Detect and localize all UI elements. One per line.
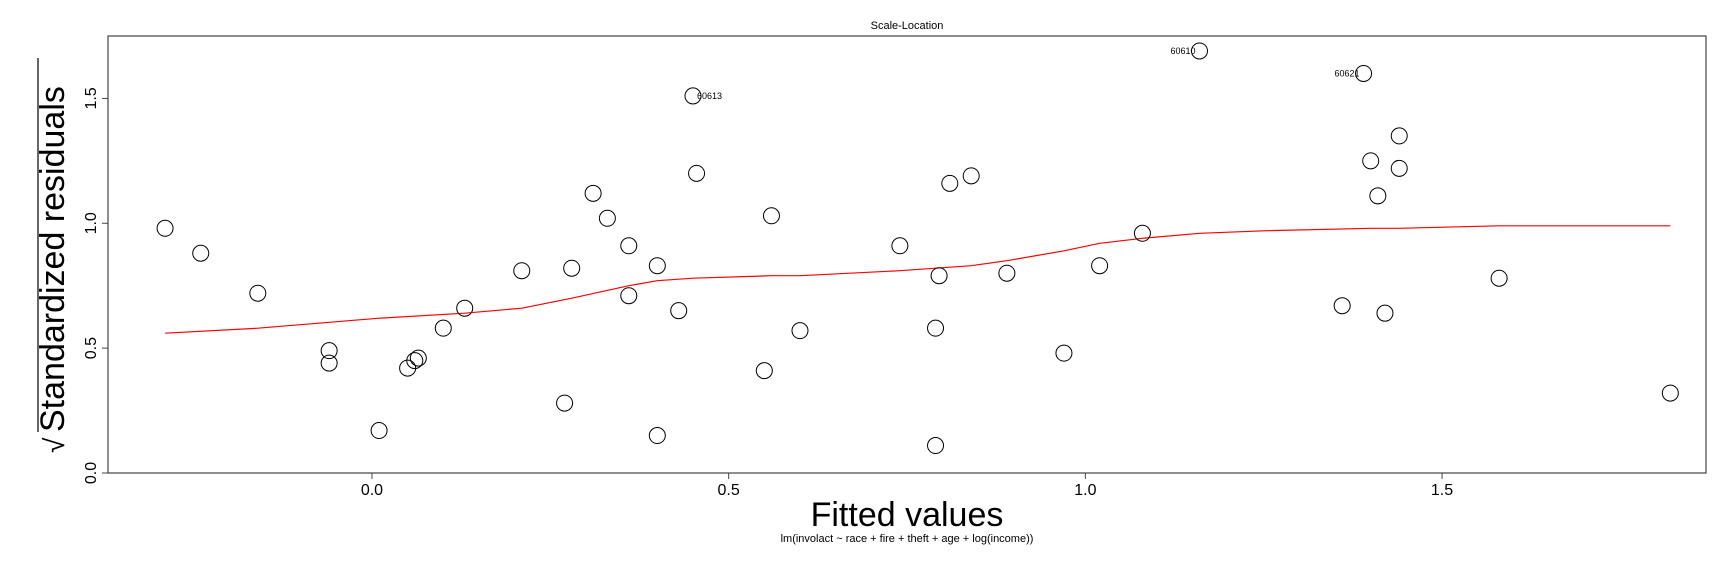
y-tick-label: 1.5 — [83, 87, 100, 109]
plot-frame — [107, 35, 1707, 474]
y-tick-label: 1.0 — [83, 212, 100, 234]
data-point — [688, 164, 706, 182]
data-point — [930, 267, 948, 285]
data-point — [620, 237, 638, 255]
point-label: 60613 — [697, 91, 722, 101]
data-point — [941, 174, 959, 192]
data-point — [791, 322, 809, 340]
y-axis: 0.0 0.5 1.0 1.5 — [83, 87, 108, 484]
y-axis-label: Standardized residuals — [34, 86, 72, 432]
data-point — [409, 349, 427, 367]
data-point — [1333, 297, 1351, 315]
point-label: 60621 — [1335, 68, 1360, 78]
data-point — [1390, 127, 1408, 145]
data-point — [584, 184, 602, 202]
data-point — [563, 259, 581, 277]
data-point — [1490, 269, 1508, 287]
x-tick-label: 0.0 — [361, 482, 383, 499]
y-tick-label: 0.5 — [83, 337, 100, 359]
data-point — [406, 352, 424, 370]
y-tick-label: 0.0 — [83, 462, 100, 484]
x-tick-label: 0.5 — [718, 482, 740, 499]
data-point — [434, 319, 452, 337]
data-point — [1091, 257, 1109, 275]
chart-title: Scale-Location — [871, 20, 944, 32]
data-point — [192, 244, 210, 262]
data-point — [927, 319, 945, 337]
data-point — [156, 219, 174, 237]
data-point — [927, 437, 945, 455]
point-label: 60610 — [1170, 46, 1195, 56]
x-tick-label: 1.5 — [1431, 482, 1453, 499]
data-point — [620, 287, 638, 305]
data-point — [320, 342, 338, 360]
data-point — [670, 302, 688, 320]
smooth-line-group — [165, 225, 1671, 334]
data-point — [1390, 159, 1408, 177]
x-tick-label: 1.0 — [1074, 482, 1096, 499]
x-axis: 0.0 0.5 1.0 1.5 — [361, 473, 1453, 499]
data-point — [891, 237, 909, 255]
data-point — [556, 394, 574, 412]
data-point — [1190, 42, 1208, 60]
data-point — [1661, 384, 1679, 402]
points-group: 60613 60610 60621 — [156, 42, 1679, 455]
data-point — [762, 207, 780, 225]
data-point — [1355, 64, 1373, 82]
data-point — [998, 264, 1016, 282]
y-axis-label-group: √ Standardized residuals — [34, 86, 72, 453]
data-point — [249, 284, 267, 302]
data-point — [1376, 304, 1394, 322]
y-axis-label-prefix: √ — [39, 437, 70, 453]
data-point — [1133, 224, 1151, 242]
data-point — [513, 262, 531, 280]
data-point — [598, 209, 616, 227]
data-point — [1369, 187, 1387, 205]
data-point — [1055, 344, 1073, 362]
data-point — [370, 422, 388, 440]
data-point — [320, 354, 338, 372]
x-axis-label: Fitted values — [811, 496, 1004, 534]
data-point — [648, 427, 666, 445]
x-axis-subtitle: lm(involact ~ race + fire + theft + age … — [781, 533, 1034, 545]
data-point — [1362, 152, 1380, 170]
data-point — [648, 257, 666, 275]
data-point — [684, 87, 702, 105]
data-point — [755, 362, 773, 380]
data-point — [456, 299, 474, 317]
smooth-line — [165, 225, 1671, 334]
data-point — [962, 167, 980, 185]
